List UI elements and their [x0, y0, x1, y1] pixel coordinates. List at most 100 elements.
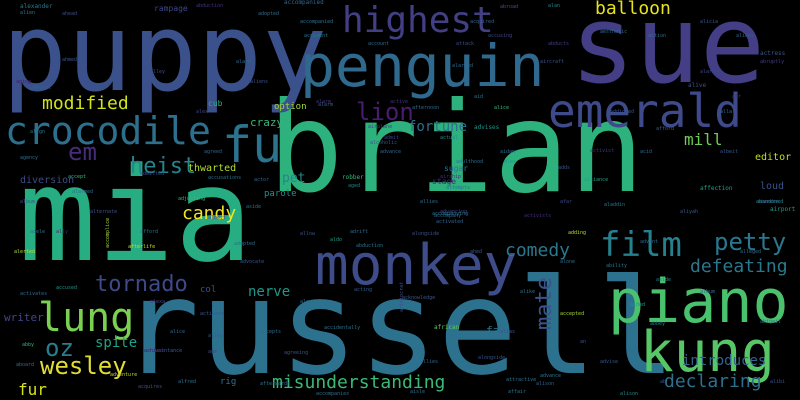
word-thwarted: thwarted: [188, 163, 237, 174]
word-aircraft: aircraft: [540, 59, 565, 65]
word-pet: pet: [282, 171, 306, 186]
word-crocodile: crocodile: [5, 109, 211, 153]
word-aside-2: aside: [246, 204, 262, 210]
word-album: album: [700, 289, 716, 295]
word-air: air: [732, 94, 742, 100]
word-abruptly: abruptly: [760, 59, 785, 65]
word-afternoon: afternoon: [412, 105, 440, 111]
word-afford: afford: [140, 229, 159, 235]
word-adding: adding: [568, 230, 587, 236]
word-alias: alias: [500, 329, 516, 335]
word-tornado: tornado: [95, 272, 188, 297]
word-advent: advent: [640, 239, 659, 245]
word-mate: mate: [532, 277, 557, 330]
word-activated: activated: [436, 219, 464, 225]
word-writer: writer: [4, 311, 44, 324]
word-album: album: [20, 199, 36, 205]
word-african: african: [434, 324, 460, 331]
word-lion: lion: [356, 98, 414, 126]
word-crazy: crazy: [250, 116, 284, 129]
word-alcoholic: alcoholic: [370, 140, 398, 146]
word-adulthood: adulthood: [456, 159, 484, 165]
word-attractive: attractive: [506, 377, 537, 383]
word-afar: afar: [560, 199, 573, 205]
word-aside: aside: [656, 277, 672, 283]
word-afford: afford: [656, 126, 675, 132]
word-alley: alley: [208, 333, 224, 339]
word-activates: activates: [20, 291, 48, 297]
word-agency: agency: [20, 155, 39, 161]
word-sue: sue: [570, 0, 766, 108]
word-ability: ability: [606, 263, 628, 269]
word-comedy: comedy: [505, 240, 571, 261]
word-editor: editor: [755, 152, 792, 163]
word-airship: airship: [440, 174, 462, 180]
word-mill: mill: [684, 130, 723, 149]
word-abroad: abroad: [500, 4, 519, 10]
word-abducts: abducts: [548, 41, 570, 47]
word-adjusting: adjusting: [178, 196, 206, 202]
word-parole: parole: [264, 189, 297, 199]
word-nerve: nerve: [248, 284, 291, 300]
word-abigail: abigail: [760, 319, 782, 325]
word-accidentally: accidentally: [324, 325, 361, 331]
word-acknowledge: acknowledge: [402, 295, 436, 301]
word-action: action: [648, 33, 667, 39]
word-alex: alex: [504, 159, 517, 165]
word-col: col: [200, 285, 217, 295]
word-sugar: sugar: [444, 164, 469, 173]
word-actual: actual: [440, 135, 459, 141]
word-alibi: alibi: [770, 379, 786, 385]
word-accident: accident: [304, 33, 329, 39]
word-accompany: accompany: [434, 213, 462, 219]
word-advocate: advocate: [240, 259, 265, 265]
word-fur: fur: [18, 380, 47, 399]
word-alongside: alongside: [478, 355, 506, 361]
word-ab: ab: [660, 379, 667, 385]
word-alice: alice: [170, 329, 186, 335]
word-monkey: monkey: [315, 233, 518, 298]
word-an: an: [580, 339, 587, 345]
word-alien: alien: [20, 10, 36, 16]
word-brian: brian: [268, 76, 645, 221]
word-attempts: attempts: [446, 185, 471, 191]
word-alice: alice: [494, 105, 510, 111]
word-fat: fat: [486, 324, 506, 337]
word-aliens: aliens: [736, 33, 755, 39]
word-alerted: alerted: [14, 249, 36, 255]
word-abigail: abigail: [30, 85, 52, 91]
word-alongside-2: alongside: [412, 231, 440, 237]
word-attack: attack: [456, 41, 475, 47]
word-aisle: aisle: [410, 389, 426, 395]
word-accept: accept: [68, 174, 87, 180]
word-alone: alone: [560, 259, 576, 265]
word-actor: actor: [254, 177, 270, 183]
word-account: account: [368, 41, 390, 47]
word-acquired: acquired: [470, 19, 495, 25]
word-alarm: alarm: [316, 99, 332, 105]
word-alicia: alicia: [700, 19, 719, 25]
word-ahmed: ahmed: [62, 57, 78, 63]
word-allies: allies: [420, 199, 439, 205]
word-alternate: alternate: [90, 209, 118, 215]
word-heist: heist: [130, 154, 197, 179]
word-aliyah: aliyah: [680, 209, 699, 215]
word-accompanied: accompanied: [300, 19, 334, 25]
word-acid: acid: [640, 149, 653, 155]
word-declaring: declaring: [664, 371, 762, 392]
word-alley: alley: [150, 69, 166, 75]
word-aliens-2: aliens: [250, 79, 269, 85]
word-introduces: introduces: [682, 353, 767, 369]
word-adds: adds: [558, 165, 571, 171]
word-alarmed: alarmed: [700, 69, 722, 75]
word-alfred: alfred: [178, 379, 197, 385]
word-admitted: admitted: [140, 171, 165, 177]
word-rampage: rampage: [154, 4, 188, 13]
word-stage: stage: [432, 177, 457, 186]
word-alleged: alleged: [740, 249, 762, 255]
word-activists: activists: [524, 213, 552, 219]
word-emerald: emerald: [548, 84, 742, 138]
word-misunderstanding: misunderstanding: [272, 372, 446, 393]
word-abandoned: abandoned: [756, 199, 784, 205]
